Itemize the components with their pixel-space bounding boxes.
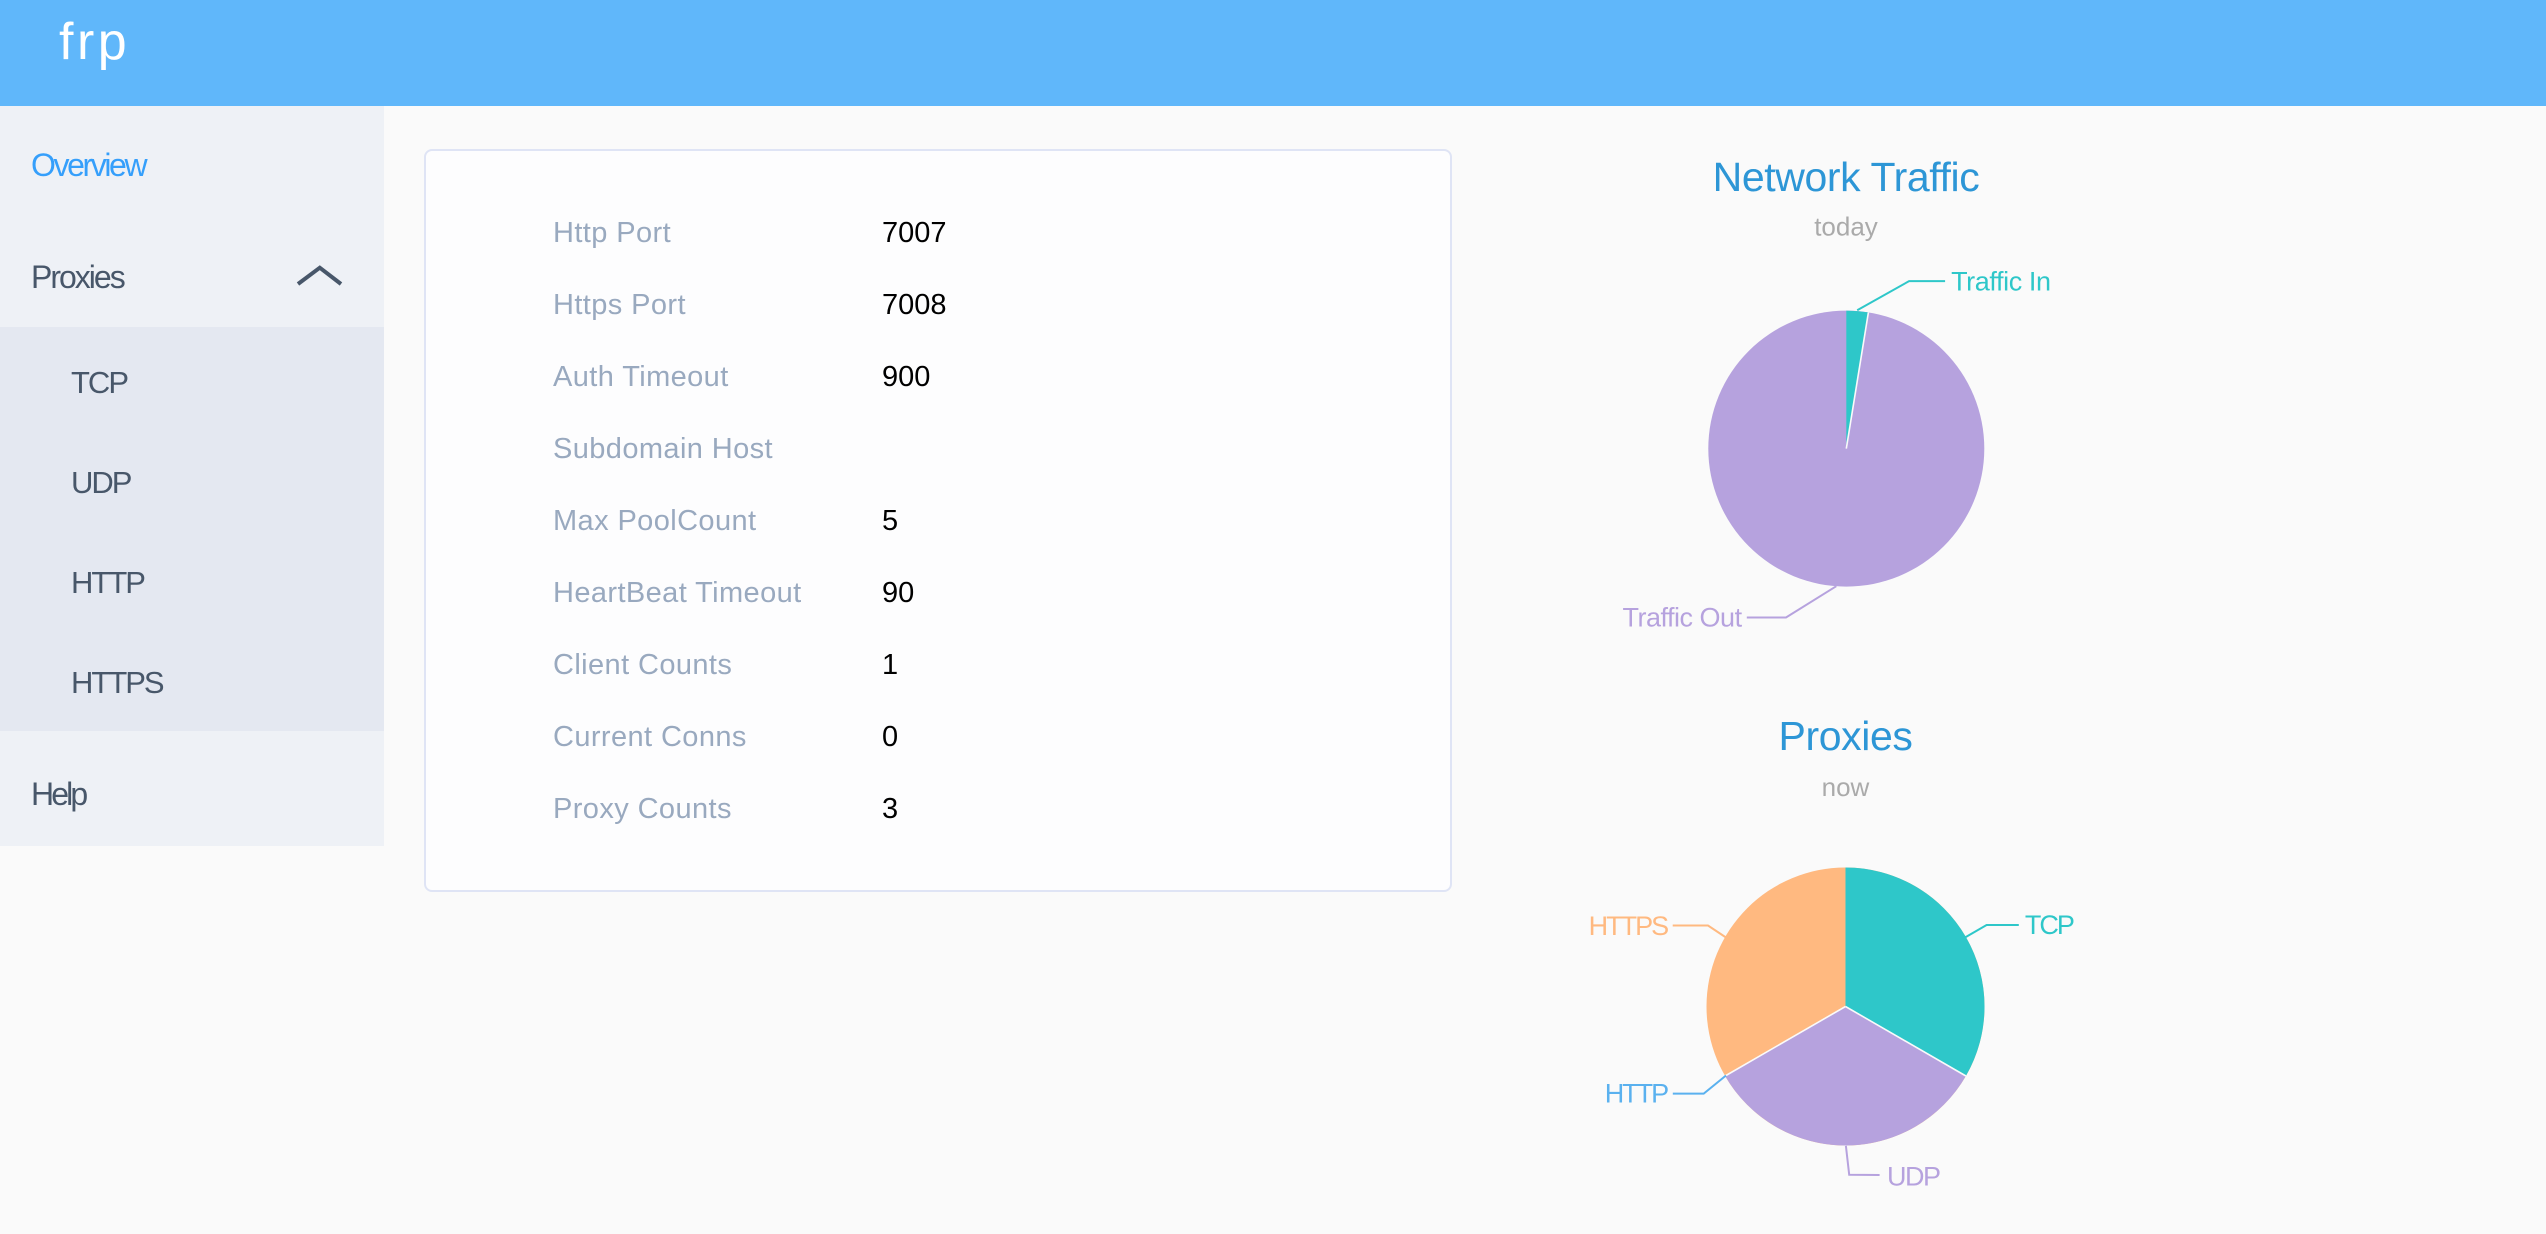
svg-text:HTTPS: HTTPS <box>1589 911 1668 941</box>
svg-text:Traffic In: Traffic In <box>1951 266 2051 296</box>
svg-text:Traffic Out: Traffic Out <box>1623 603 1743 633</box>
svg-text:Network Traffic: Network Traffic <box>1713 154 1980 200</box>
svg-text:UDP: UDP <box>1887 1162 1940 1192</box>
svg-text:now: now <box>1822 772 1870 802</box>
svg-text:HTTP: HTTP <box>1605 1078 1668 1108</box>
svg-text:TCP: TCP <box>2025 910 2074 940</box>
svg-text:today: today <box>1814 211 1878 241</box>
svg-text:Proxies: Proxies <box>1779 713 1913 759</box>
